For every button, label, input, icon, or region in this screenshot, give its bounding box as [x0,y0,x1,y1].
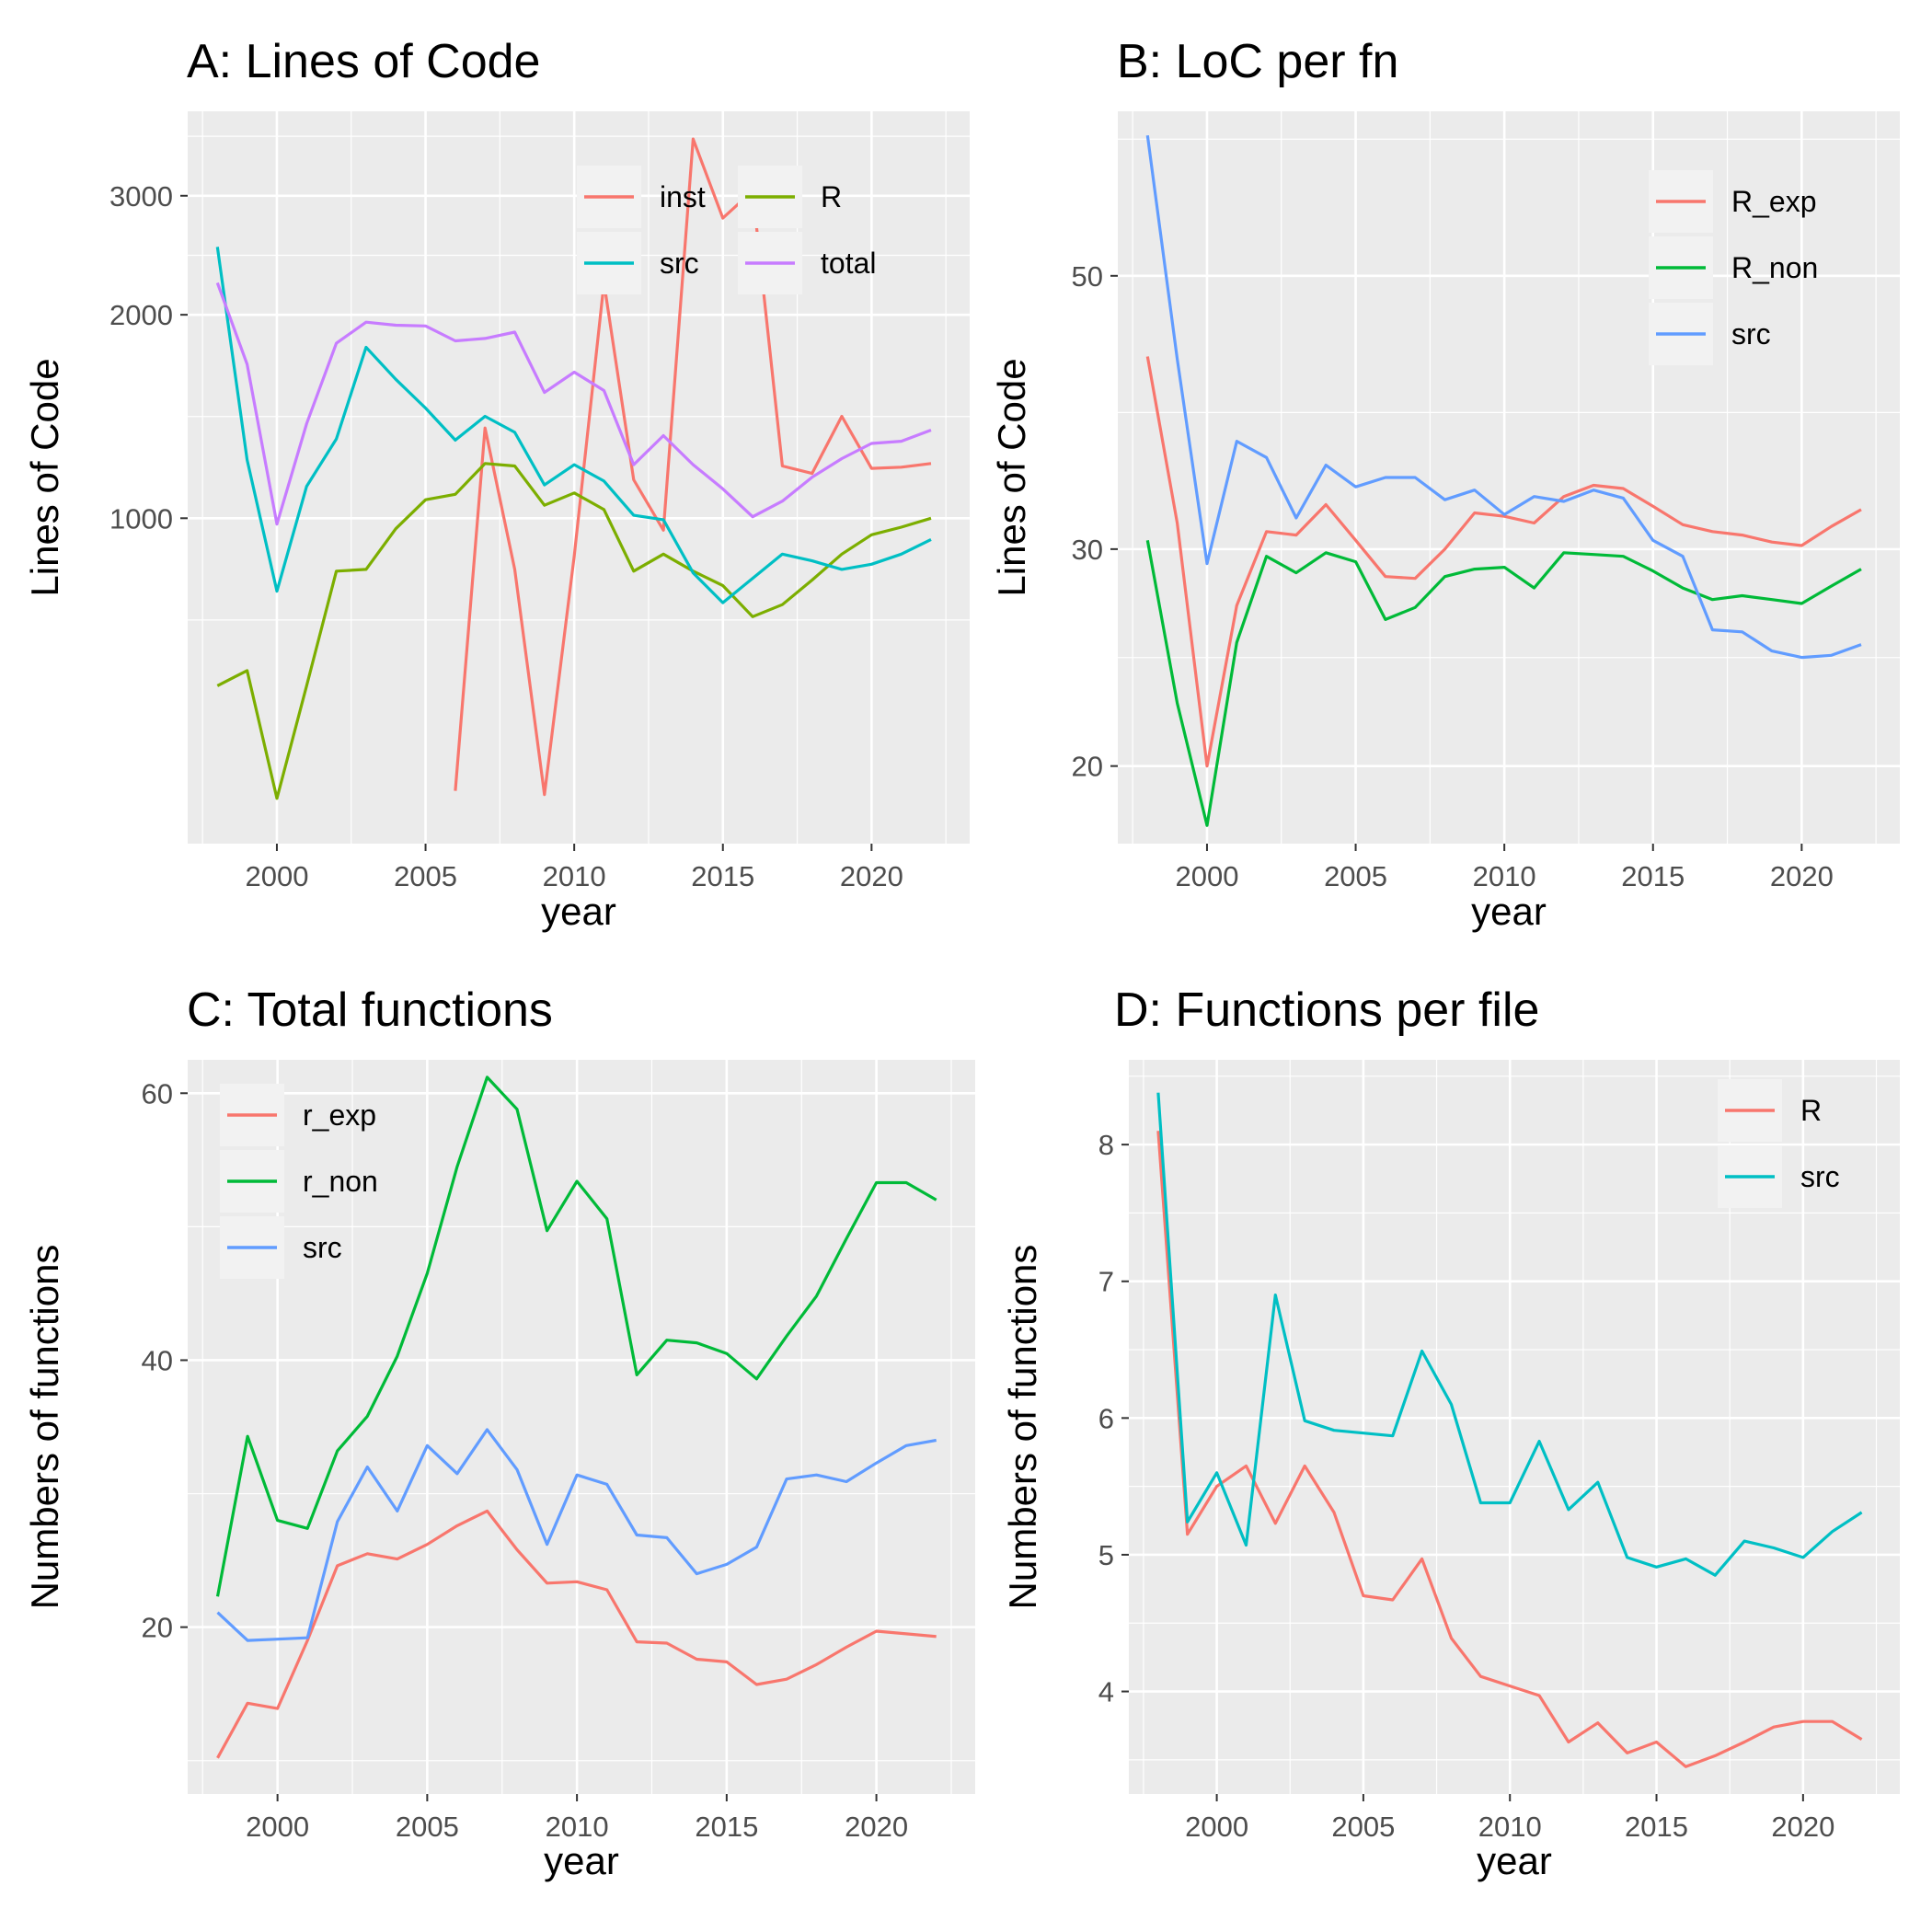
x-tick-label: 2000 [246,1811,309,1843]
x-tick-label: 2015 [691,860,754,892]
panel-title: D: Functions per file [1114,983,1539,1037]
x-tick-label: 2005 [1324,860,1387,892]
legend-label: r_exp [303,1098,376,1132]
y-tick-label: 50 [1072,260,1103,293]
series-line-src [1156,1092,1863,1577]
series-line-src [215,247,932,604]
y-tick-label: 7 [1098,1266,1114,1298]
series-line-src [1145,134,1862,660]
x-tick-label: 2005 [396,1811,459,1843]
x-tick-label: 2015 [1621,860,1685,892]
panel-c: 2000 2005 2010 2015 2020204060r_expr_nonsrcC… [23,983,975,1882]
panel-b: 2000 2005 2010 2015 2020203050R_expR_nonsrcB… [990,35,1900,933]
series-line-r-non [1145,540,1862,827]
legend-label: src [1731,317,1771,351]
x-tick-label: 2010 [1473,860,1536,892]
y-tick-label: 8 [1098,1129,1114,1161]
legend-label: inst [660,180,706,213]
series-line-inst [454,137,932,797]
x-axis-title: year [541,890,616,933]
x-tick-label: 2020 [840,860,903,892]
series-line-r-non [215,1075,937,1597]
plot-background [188,1060,975,1794]
y-tick-label: 4 [1098,1676,1114,1708]
y-tick-label: 40 [142,1344,173,1376]
y-tick-label: 1000 [109,502,173,535]
legend-label: src [303,1231,342,1264]
plot-background [1129,1060,1900,1794]
y-tick-label: 6 [1098,1402,1114,1434]
panel-title: B: LoC per fn [1117,35,1398,88]
y-tick-label: 30 [1072,534,1103,566]
legend-label: r_non [303,1165,378,1198]
legend-label: total [821,247,876,280]
x-tick-label: 2000 [1185,1811,1248,1843]
y-axis-title: Lines of Code [23,358,66,596]
legend-label: src [1800,1160,1840,1193]
x-tick-label: 2010 [1478,1811,1542,1843]
x-tick-label: 2010 [543,860,606,892]
panel-a: 2000 2005 2010 2015 2020 1000 2000 3000 inst Rsrc… [23,35,970,933]
legend-label: R_non [1731,251,1818,284]
x-tick-label: 2020 [1771,1811,1834,1843]
y-tick-label: 5 [1098,1539,1114,1571]
y-tick-label: 20 [142,1612,173,1644]
panel-title: C: Total functions [187,983,553,1037]
y-axis-title: Numbers of functions [23,1245,66,1610]
panel-title: A: Lines of Code [187,35,540,88]
x-tick-label: 2020 [1770,860,1834,892]
y-axis-title: Numbers of functions [1001,1245,1044,1610]
series-line-total [215,282,932,526]
x-axis-title: year [1471,890,1547,933]
x-tick-label: 2015 [1625,1811,1688,1843]
series-line-r-exp [216,1509,937,1759]
x-tick-label: 2020 [845,1811,908,1843]
x-tick-label: 2000 [1175,860,1238,892]
y-tick-label: 60 [142,1077,173,1110]
x-tick-label: 2010 [546,1811,609,1843]
x-tick-label: 2005 [394,860,457,892]
legend-label: R [821,180,842,213]
x-tick-label: 2015 [695,1811,758,1843]
series-line-src [216,1428,937,1642]
series-line-r [216,462,932,800]
y-tick-label: 2000 [109,299,173,331]
y-axis-title: Lines of Code [990,358,1033,596]
series-line-r-exp [1145,356,1862,768]
y-tick-label: 20 [1072,751,1103,783]
x-axis-title: year [544,1839,619,1882]
legend-label: R_exp [1731,185,1817,218]
legend-label: R [1800,1094,1822,1127]
series-line-r [1156,1131,1863,1768]
x-axis-title: year [1477,1839,1552,1882]
x-tick-label: 2000 [245,860,308,892]
x-tick-label: 2005 [1331,1811,1395,1843]
y-tick-label: 3000 [109,180,173,213]
legend-label: src [660,247,699,280]
plot-background [1118,111,1900,844]
